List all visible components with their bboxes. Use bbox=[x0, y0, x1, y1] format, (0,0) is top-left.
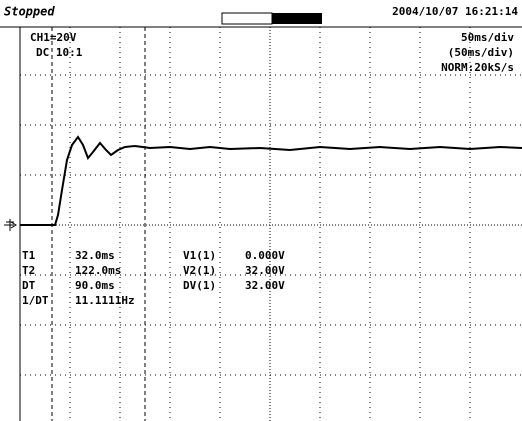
measurement-cell: V1(1) bbox=[183, 249, 216, 262]
record-bar-fill bbox=[272, 13, 322, 24]
measurement-cell: 90.0ms bbox=[75, 279, 115, 292]
waveform bbox=[20, 135, 522, 226]
record-bar bbox=[221, 12, 273, 25]
measurement-cell: 0.000V bbox=[245, 249, 285, 262]
measurement-cell: 32.0ms bbox=[75, 249, 115, 262]
date-time: 2004/10/07 16:21:14 bbox=[392, 5, 518, 18]
measurement-cell: 122.0ms bbox=[75, 264, 121, 277]
measurement-cell: 11.1111Hz bbox=[75, 294, 135, 307]
measurement-cell: 32.00V bbox=[245, 264, 285, 277]
timebase: (50ms/div) bbox=[448, 46, 514, 59]
channel-coupling: DC 10:1 bbox=[36, 46, 83, 59]
channel-scale: CH1=20V bbox=[30, 31, 77, 44]
measurement-cell: DT bbox=[22, 279, 36, 292]
measurement-cell: 32.00V bbox=[245, 279, 285, 292]
timebase: NORM:20kS/s bbox=[441, 61, 514, 74]
measurements: T1 32.0ms V1(1) 0.000V T2 122.0ms V2(1) 32.00V D… bbox=[22, 249, 285, 307]
measurement-cell: T2 bbox=[22, 264, 35, 277]
measurement-cell: DV(1) bbox=[183, 279, 216, 292]
graticule bbox=[20, 27, 522, 421]
ground-marker bbox=[4, 219, 17, 231]
timebase: 50ms/div bbox=[461, 31, 514, 44]
measurement-cell: T1 bbox=[22, 249, 36, 262]
measurement-cell: 1/DT bbox=[22, 294, 49, 307]
status: Stopped bbox=[4, 5, 55, 19]
measurement-cell: V2(1) bbox=[183, 264, 216, 277]
